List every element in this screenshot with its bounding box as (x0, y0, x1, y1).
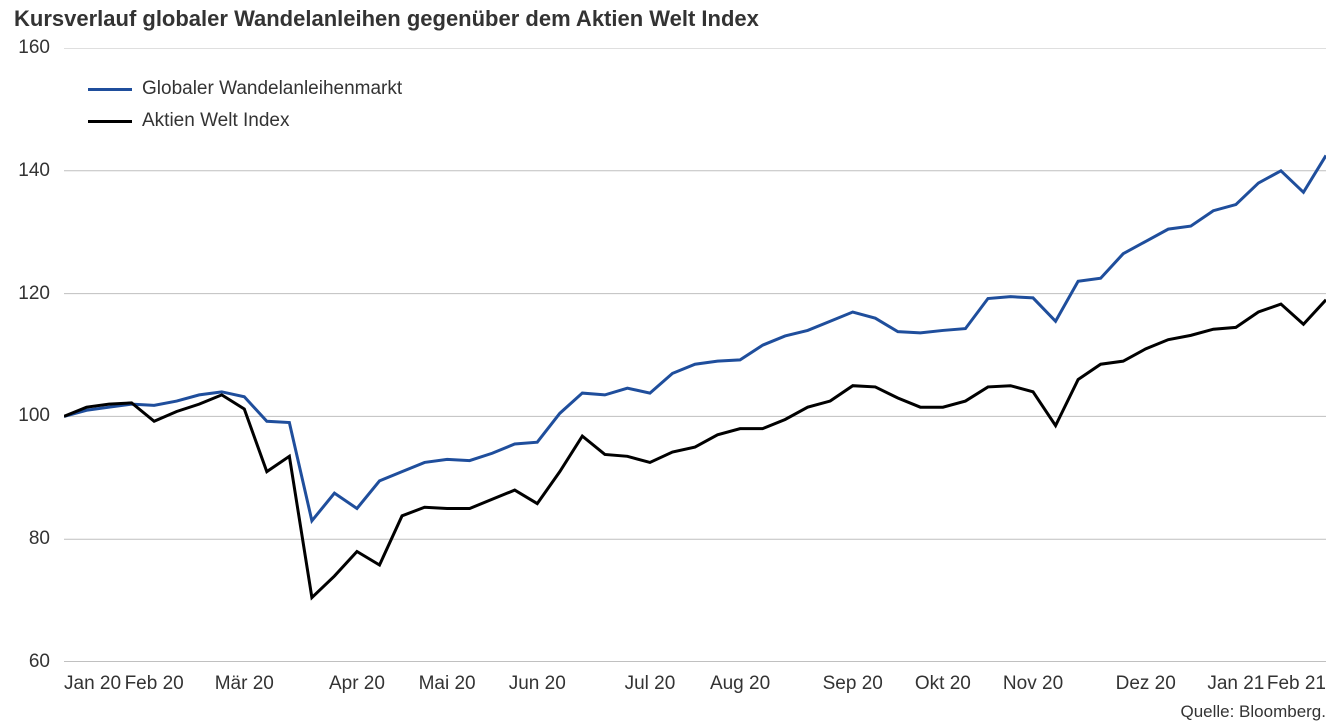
x-tick-label: Dez 20 (1116, 673, 1176, 695)
chart-source: Quelle: Bloomberg. (1180, 702, 1326, 722)
legend-item: Aktien Welt Index (88, 110, 402, 132)
x-tick-label: Mär 20 (215, 673, 274, 695)
legend-label: Aktien Welt Index (142, 110, 290, 132)
y-tick-label: 160 (0, 37, 50, 59)
legend: Globaler Wandelanleihenmarkt Aktien Welt … (88, 78, 402, 142)
y-tick-label: 80 (0, 528, 50, 550)
y-tick-label: 100 (0, 405, 50, 427)
x-tick-label: Apr 20 (329, 673, 385, 695)
x-tick-label: Okt 20 (915, 673, 971, 695)
legend-swatch (88, 120, 132, 123)
x-tick-label: Mai 20 (419, 673, 476, 695)
legend-item: Globaler Wandelanleihenmarkt (88, 78, 402, 100)
line-chart: Kursverlauf globaler Wandelanleihen gege… (0, 0, 1340, 728)
y-tick-label: 140 (0, 160, 50, 182)
x-tick-label: Jul 20 (625, 673, 676, 695)
legend-label: Globaler Wandelanleihenmarkt (142, 78, 402, 100)
legend-swatch (88, 88, 132, 91)
x-tick-label: Nov 20 (1003, 673, 1063, 695)
y-tick-label: 60 (0, 651, 50, 673)
x-tick-label: Sep 20 (823, 673, 883, 695)
y-tick-label: 120 (0, 283, 50, 305)
x-tick-label: Feb 20 (125, 673, 184, 695)
chart-title: Kursverlauf globaler Wandelanleihen gege… (14, 6, 759, 32)
x-tick-label: Feb 21 (1267, 673, 1326, 695)
x-tick-label: Aug 20 (710, 673, 770, 695)
x-tick-label: Jun 20 (509, 673, 566, 695)
x-tick-label: Jan 20 (64, 673, 121, 695)
x-tick-label: Jan 21 (1207, 673, 1264, 695)
